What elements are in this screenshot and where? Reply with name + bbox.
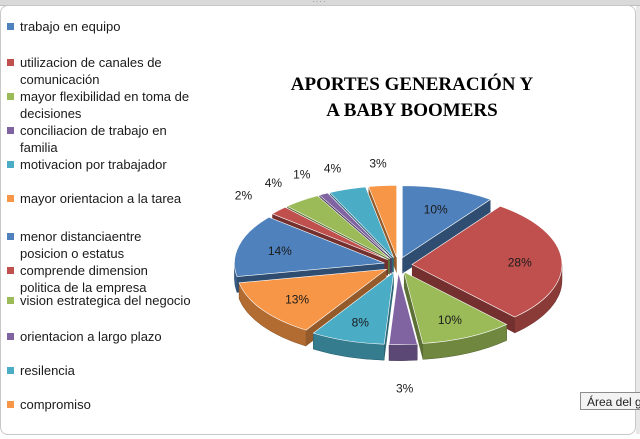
pie-slice[interactable] [368, 185, 397, 258]
data-label: 14% [268, 244, 292, 258]
data-label: 10% [424, 202, 448, 216]
legend-label: motivacion por trabajador [20, 157, 167, 172]
data-label: 28% [508, 255, 532, 269]
data-label: 4% [265, 176, 283, 190]
legend-swatch [7, 23, 14, 30]
legend-label: comprende dimension politica de la empres… [20, 263, 148, 295]
pie-slice-side [402, 199, 491, 274]
legend-swatch [7, 195, 14, 202]
data-label: 3% [396, 382, 414, 396]
legend-label: compromiso [20, 397, 91, 412]
data-label: 2% [235, 189, 253, 203]
legend-label: trabajo en equipo [20, 19, 121, 34]
data-label: 4% [324, 161, 342, 175]
legend-swatch [7, 401, 14, 408]
data-label: 8% [352, 316, 370, 330]
legend-label: mayor orientacion a la tarea [20, 191, 182, 206]
pie-slice[interactable] [402, 185, 492, 259]
legend-item[interactable]: resilencia [7, 362, 227, 379]
legend-label: vision estrategica del negocio [20, 293, 191, 308]
legend-item[interactable]: motivacion por trabajador [7, 156, 227, 173]
legend-label: mayor flexibilidad en toma de decisiones [20, 89, 190, 121]
legend-item[interactable]: mayor orientacion a la tarea [7, 190, 227, 207]
pie-slice[interactable] [271, 206, 388, 261]
legend-label: conciliacion de trabajo en familia [20, 123, 167, 155]
pie-slice[interactable] [411, 205, 563, 318]
legend-item[interactable]: mayor flexibilidad en toma de decisiones [7, 88, 227, 122]
pie-slice[interactable] [388, 272, 418, 345]
pie-slice[interactable] [329, 186, 394, 258]
legend-item[interactable]: comprende dimension politica de la empres… [7, 262, 227, 296]
chart-area-tooltip: Área del gráfico [580, 392, 640, 410]
pie-slice[interactable] [234, 216, 385, 277]
chart-title[interactable]: APORTES GENERACIÓN Y A BABY BOOMERS [257, 72, 567, 124]
legend-item[interactable]: menor distanciaentre posicion o estatus [7, 228, 227, 262]
resize-grip-icon[interactable]: ···· [312, 0, 327, 6]
sheet-edge [636, 6, 640, 434]
legend-item[interactable]: utilizacion de canales de comunicación [7, 54, 227, 88]
data-label: 1% [293, 167, 311, 181]
data-label: 13% [285, 292, 309, 306]
pie-slice[interactable] [286, 195, 390, 260]
chart-title-line-1: APORTES GENERACIÓN Y [290, 74, 534, 95]
legend-item[interactable]: compromiso [7, 396, 227, 413]
legend-item[interactable]: conciliacion de trabajo en familia [7, 122, 227, 156]
legend-swatch [7, 297, 14, 304]
legend-swatch [7, 267, 14, 274]
data-label: 3% [369, 157, 387, 171]
legend-label: utilizacion de canales de comunicación [20, 55, 162, 87]
data-label: 10% [438, 313, 462, 327]
legend-swatch [7, 367, 14, 374]
legend-swatch [7, 233, 14, 240]
legend-label: resilencia [20, 363, 75, 378]
legend-item[interactable]: vision estrategica del negocio [7, 292, 227, 309]
legend-item[interactable]: orientacion a largo plazo [7, 328, 227, 345]
legend-swatch [7, 161, 14, 168]
legend-swatch [7, 93, 14, 100]
chart-title-line-2: A BABY BOOMERS [326, 100, 498, 121]
pie-slice[interactable] [403, 271, 508, 344]
pie-slice[interactable] [238, 268, 388, 331]
legend-label: orientacion a largo plazo [20, 329, 162, 344]
legend-swatch [7, 59, 14, 66]
pie-slice[interactable] [312, 271, 395, 345]
pie-slice[interactable] [318, 192, 392, 259]
legend-swatch [7, 127, 14, 134]
legend-label: menor distanciaentre posicion o estatus [20, 229, 142, 261]
legend-swatch [7, 333, 14, 340]
legend-item[interactable]: trabajo en equipo [7, 18, 227, 35]
